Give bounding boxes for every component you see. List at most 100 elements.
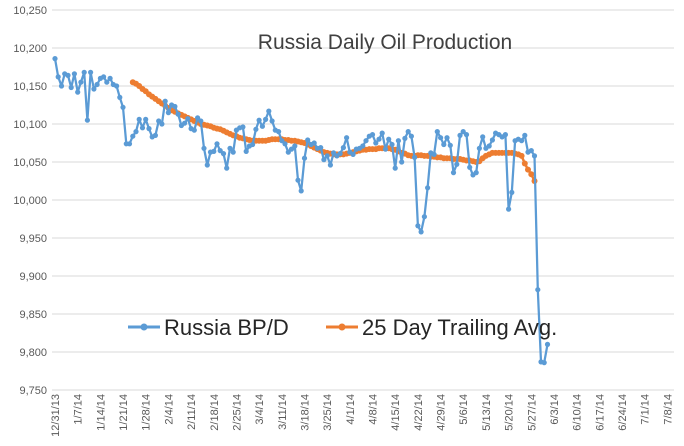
data-point (412, 154, 418, 160)
data-point (256, 117, 262, 123)
x-tick-label: 2/4/14 (163, 394, 175, 425)
data-point (243, 148, 249, 154)
data-point (175, 111, 181, 117)
data-point (101, 74, 107, 80)
data-point (379, 130, 385, 136)
y-tick-label: 10,100 (13, 119, 47, 131)
x-tick-label: 1/21/14 (118, 394, 130, 431)
data-point (136, 116, 142, 122)
x-tick-label: 2/25/14 (231, 394, 243, 431)
x-tick-label: 1/14/14 (95, 394, 107, 431)
data-point (185, 116, 191, 122)
y-axis-ticks: 10,250 10,200 10,150 10,100 10,050 10,000 9,95… (13, 5, 47, 397)
data-point (201, 145, 207, 151)
x-tick-label: 4/29/14 (436, 394, 448, 431)
data-point (88, 69, 94, 75)
y-tick-label: 10,250 (13, 5, 47, 17)
legend-label-russia: Russia BP/D (164, 315, 289, 340)
data-point (467, 164, 473, 170)
data-point (292, 143, 298, 149)
data-point (143, 116, 149, 122)
data-point (360, 143, 366, 149)
data-point (78, 79, 84, 85)
data-point (211, 148, 217, 154)
x-tick-label: 1/7/14 (73, 394, 85, 425)
data-point (373, 140, 379, 146)
data-point (521, 160, 528, 167)
data-point (240, 124, 246, 130)
data-point (71, 71, 77, 77)
data-point (324, 153, 330, 159)
data-point (395, 138, 401, 144)
data-point (528, 171, 535, 178)
data-point (191, 127, 197, 133)
data-point (288, 146, 295, 152)
data-point (133, 129, 139, 135)
data-point (165, 110, 171, 116)
data-point (276, 129, 282, 135)
y-tick-label: 9,950 (19, 233, 47, 245)
y-tick-label: 9,850 (19, 309, 47, 321)
data-point (58, 83, 65, 89)
data-point (204, 162, 210, 168)
data-point (476, 145, 482, 151)
x-tick-label: 4/15/14 (390, 394, 402, 431)
data-point (266, 108, 272, 114)
data-point (389, 141, 395, 148)
legend-swatch-russia-marker (140, 323, 148, 331)
data-point (84, 117, 90, 123)
data-point (195, 115, 201, 121)
data-point (438, 135, 444, 141)
y-tick-label: 9,750 (19, 385, 47, 397)
data-point (447, 142, 453, 148)
x-tick-label: 6/10/14 (572, 394, 584, 431)
data-point (444, 135, 450, 141)
data-point (318, 145, 324, 151)
data-point (65, 72, 71, 78)
x-tick-label: 5/20/14 (504, 394, 516, 431)
y-tick-label: 10,050 (13, 157, 47, 169)
x-tick-label: 3/18/14 (299, 394, 311, 431)
data-point (227, 145, 233, 151)
data-point (146, 126, 152, 132)
x-tick-label: 5/13/14 (481, 394, 493, 431)
data-point (107, 75, 113, 81)
data-point (502, 132, 508, 138)
data-point (518, 152, 525, 159)
x-tick-label: 3/11/14 (277, 394, 289, 430)
data-point (519, 138, 525, 144)
data-point (55, 74, 61, 80)
data-point (340, 145, 346, 151)
x-tick-label: 1/28/14 (141, 394, 153, 431)
x-tick-label: 7/8/14 (662, 394, 674, 425)
x-tick-label: 2/18/14 (209, 394, 221, 431)
y-tick-label: 9,800 (19, 347, 47, 359)
data-point (486, 143, 492, 149)
data-point (75, 89, 81, 95)
data-point (441, 141, 447, 148)
data-point (363, 138, 369, 144)
x-tick-label: 6/3/14 (549, 394, 561, 425)
data-point (392, 165, 398, 171)
data-point (172, 103, 178, 110)
data-point (139, 125, 146, 131)
data-point (431, 151, 437, 157)
data-point (295, 177, 301, 183)
data-point (531, 153, 538, 159)
x-tick-label: 2/11/14 (186, 394, 198, 430)
y-tick-label: 9,900 (19, 271, 47, 283)
data-point (198, 118, 204, 124)
data-point (305, 137, 311, 143)
data-point (224, 165, 230, 171)
data-point (282, 141, 288, 147)
data-point (91, 86, 97, 92)
data-point (301, 155, 308, 161)
legend-item-russia: Russia BP/D (128, 315, 289, 340)
data-point (253, 126, 259, 132)
data-point (269, 118, 275, 124)
data-point (337, 151, 343, 157)
x-tick-label: 5/27/14 (526, 394, 538, 431)
data-point (460, 129, 466, 135)
data-point (214, 141, 220, 147)
